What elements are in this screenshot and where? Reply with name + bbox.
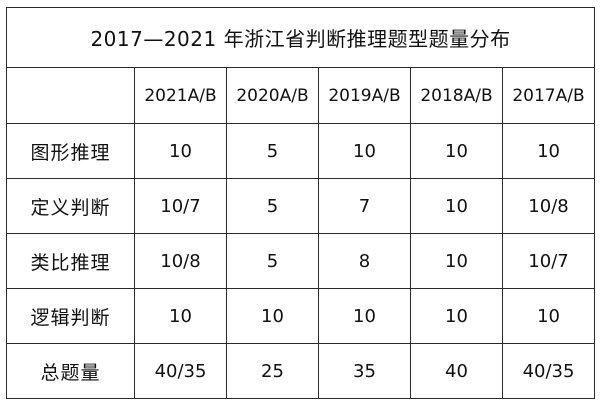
table-cell: 10 [318, 123, 411, 179]
table-cell: 10/7 [134, 178, 227, 234]
table-cell: 10/8 [134, 233, 227, 289]
table-row: 类比推理 10/8 5 8 10 10/7 [6, 233, 596, 289]
table-title: 2017—2021 年浙江省判断推理题型题量分布 [5, 7, 596, 68]
table-cell: 25 [226, 343, 319, 399]
column-header-2017: 2017A/B [501, 67, 596, 124]
table-cell: 10 [134, 288, 227, 344]
total-row: 总题量 40/35 25 35 40 40/35 [6, 343, 596, 399]
row-header: 总题量 [6, 343, 135, 399]
table-cell: 5 [226, 233, 319, 289]
table-cell: 10/7 [501, 233, 596, 289]
row-header: 图形推理 [6, 123, 135, 179]
table-cell: 10 [134, 123, 227, 179]
table-cell: 10 [410, 178, 503, 234]
row-header: 逻辑判断 [6, 288, 135, 344]
corner-cell [6, 67, 135, 124]
question-distribution-table: 2017—2021 年浙江省判断推理题型题量分布 2021A/B 2020A/B… [5, 7, 596, 399]
table-row: 逻辑判断 10 10 10 10 10 [6, 288, 596, 344]
row-header: 类比推理 [6, 233, 135, 289]
column-header-2018: 2018A/B [410, 67, 503, 124]
table-cell: 40/35 [134, 343, 227, 399]
table-cell: 40/35 [501, 343, 596, 399]
table-cell: 10 [410, 123, 503, 179]
column-header-2019: 2019A/B [318, 67, 411, 124]
title-row: 2017—2021 年浙江省判断推理题型题量分布 [5, 7, 596, 68]
row-header: 定义判断 [6, 178, 135, 234]
table-cell: 10 [501, 288, 596, 344]
table-cell: 5 [226, 178, 319, 234]
table-cell: 10 [318, 288, 411, 344]
table-cell: 10 [226, 288, 319, 344]
table-row: 图形推理 10 5 10 10 10 [6, 123, 596, 179]
table-cell: 40 [410, 343, 503, 399]
table-cell: 35 [318, 343, 411, 399]
table-cell: 10 [410, 233, 503, 289]
table-row: 定义判断 10/7 5 7 10 10/8 [6, 178, 596, 234]
header-row: 2021A/B 2020A/B 2019A/B 2018A/B 2017A/B [6, 67, 596, 124]
table-cell: 10 [501, 123, 596, 179]
table-cell: 10/8 [501, 178, 596, 234]
table-cell: 7 [318, 178, 411, 234]
column-header-2020: 2020A/B [226, 67, 319, 124]
table-cell: 10 [410, 288, 503, 344]
column-header-2021: 2021A/B [134, 67, 227, 124]
table-cell: 8 [318, 233, 411, 289]
table-cell: 5 [226, 123, 319, 179]
